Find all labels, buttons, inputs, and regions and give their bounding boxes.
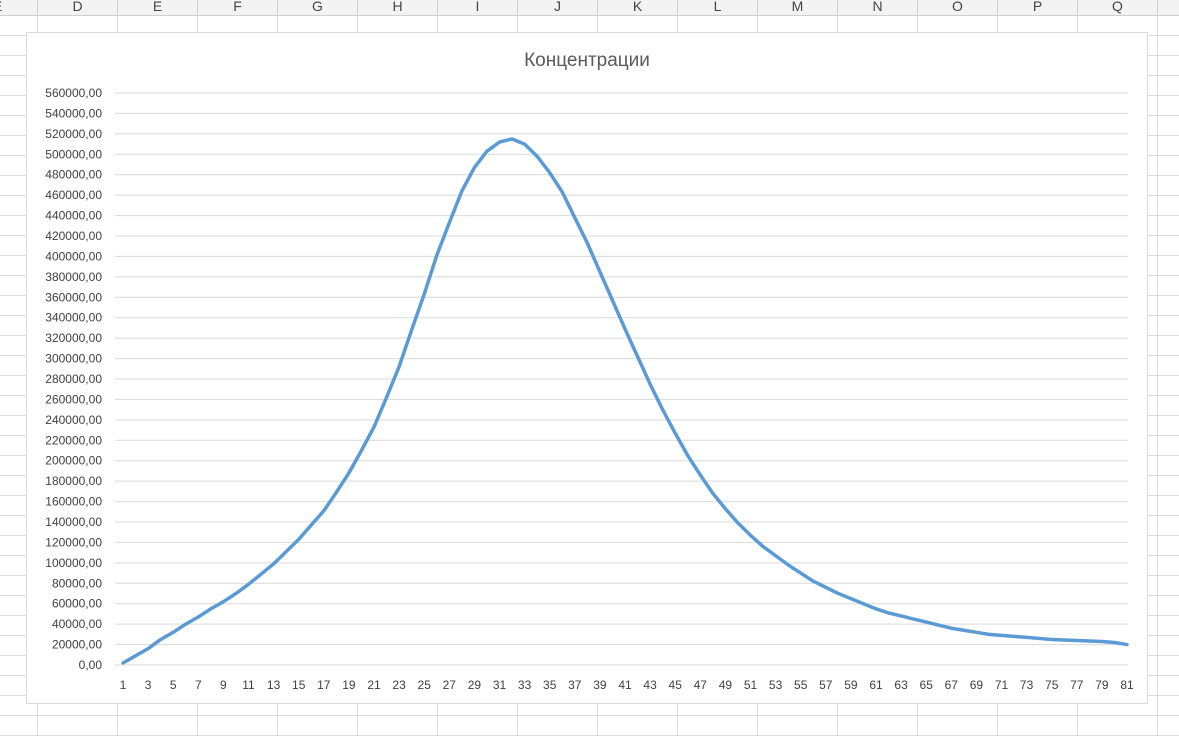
x-tick-label: 5 [170,678,177,692]
y-tick-label: 380000,00 [45,270,102,284]
column-header[interactable]: D [38,0,118,15]
column-header[interactable]: O [918,0,998,15]
x-tick-label: 13 [267,678,281,692]
x-tick-label: 11 [242,678,255,692]
x-tick-label: 17 [317,678,331,692]
x-tick-label: 33 [518,678,532,692]
y-tick-label: 340000,00 [45,311,102,325]
series-line[interactable] [121,137,1129,665]
x-tick-label: 19 [342,678,356,692]
x-tick-label: 55 [794,678,808,692]
y-tick-label: 440000,00 [45,209,102,223]
y-tick-label: 420000,00 [45,229,102,243]
x-tick-label: 43 [643,678,657,692]
x-tick-label: 67 [945,678,959,692]
y-tick-label: 180000,00 [45,474,102,488]
y-tick-label: 460000,00 [45,188,102,202]
x-tick-label: 9 [220,678,227,692]
column-header[interactable]: I [438,0,518,15]
y-tick-label: 540000,00 [45,106,102,120]
x-tick-label: 3 [145,678,152,692]
x-tick-label: 47 [694,678,708,692]
column-header[interactable]: L [678,0,758,15]
x-tick-label: 25 [418,678,432,692]
x-tick-label: 45 [669,678,683,692]
x-tick-label: 53 [769,678,783,692]
x-tick-label: 37 [568,678,582,692]
x-tick-label: 7 [195,678,202,692]
y-tick-label: 20000,00 [52,638,102,652]
y-tick-label: 400000,00 [45,249,102,263]
y-tick-label: 220000,00 [45,433,102,447]
x-tick-label: 35 [543,678,557,692]
x-tick-label: 51 [744,678,758,692]
x-tick-label: 31 [493,678,507,692]
column-header[interactable]: K [598,0,678,15]
row-gridline [0,715,1179,716]
x-tick-label: 59 [844,678,858,692]
x-axis-tick-labels: 1 3 5 7 9 11 13 15 17 19 21 23 25 27 29 31 33 35 37 39 41 43 4… [120,678,1134,692]
x-tick-label: 41 [618,678,632,692]
chart-title: Концентрации [524,50,650,71]
y-tick-label: 0,00 [79,658,103,672]
x-tick-label: 15 [292,678,306,692]
column-header-bar: EDEFGHIJKLMNOPQ [0,0,1179,16]
column-header[interactable]: G [278,0,358,15]
x-tick-label: 49 [719,678,733,692]
y-tick-label: 500000,00 [45,147,102,161]
y-tick-label: 120000,00 [45,535,102,549]
series-layer [121,137,1129,665]
x-tick-label: 79 [1095,678,1109,692]
column-header[interactable]: J [518,0,598,15]
column-header[interactable]: P [998,0,1078,15]
y-tick-label: 560000,00 [45,86,102,100]
column-header[interactable]: H [358,0,438,15]
y-tick-label: 140000,00 [45,515,102,529]
y-tick-label: 100000,00 [45,556,102,570]
gridlines [115,92,1128,666]
x-tick-label: 63 [894,678,908,692]
line-chart: 0,00 20000,00 40000,00 60000,00 80000,00 1000… [45,50,1134,692]
x-tick-label: 65 [920,678,934,692]
y-tick-label: 300000,00 [45,352,102,366]
y-tick-label: 480000,00 [45,168,102,182]
x-tick-label: 23 [392,678,406,692]
column-header[interactable]: F [198,0,278,15]
y-tick-label: 160000,00 [45,495,102,509]
x-tick-label: 27 [443,678,457,692]
y-tick-label: 80000,00 [52,576,102,590]
x-tick-label: 1 [120,678,127,692]
y-axis-tick-labels: 0,00 20000,00 40000,00 60000,00 80000,00 1000… [45,86,102,672]
x-tick-label: 81 [1120,678,1134,692]
x-tick-label: 71 [995,678,1009,692]
x-tick-label: 29 [468,678,482,692]
x-tick-label: 39 [593,678,607,692]
y-tick-label: 40000,00 [52,617,102,631]
column-header[interactable]: Q [1078,0,1158,15]
x-tick-label: 61 [869,678,883,692]
y-tick-label: 60000,00 [52,597,102,611]
y-tick-label: 520000,00 [45,127,102,141]
y-tick-label: 200000,00 [45,454,102,468]
x-tick-label: 77 [1070,678,1084,692]
column-header[interactable]: N [838,0,918,15]
y-tick-label: 240000,00 [45,413,102,427]
x-tick-label: 21 [367,678,381,692]
chart-area[interactable]: 0,00 20000,00 40000,00 60000,00 80000,00 1000… [26,32,1148,704]
x-tick-label: 73 [1020,678,1034,692]
y-tick-label: 360000,00 [45,290,102,304]
column-header[interactable]: E [0,0,38,15]
column-header[interactable]: M [758,0,838,15]
y-tick-label: 280000,00 [45,372,102,386]
x-tick-label: 69 [970,678,984,692]
x-tick-label: 75 [1045,678,1059,692]
y-tick-label: 260000,00 [45,392,102,406]
y-tick-label: 320000,00 [45,331,102,345]
x-tick-label: 57 [819,678,833,692]
column-header[interactable]: E [118,0,198,15]
